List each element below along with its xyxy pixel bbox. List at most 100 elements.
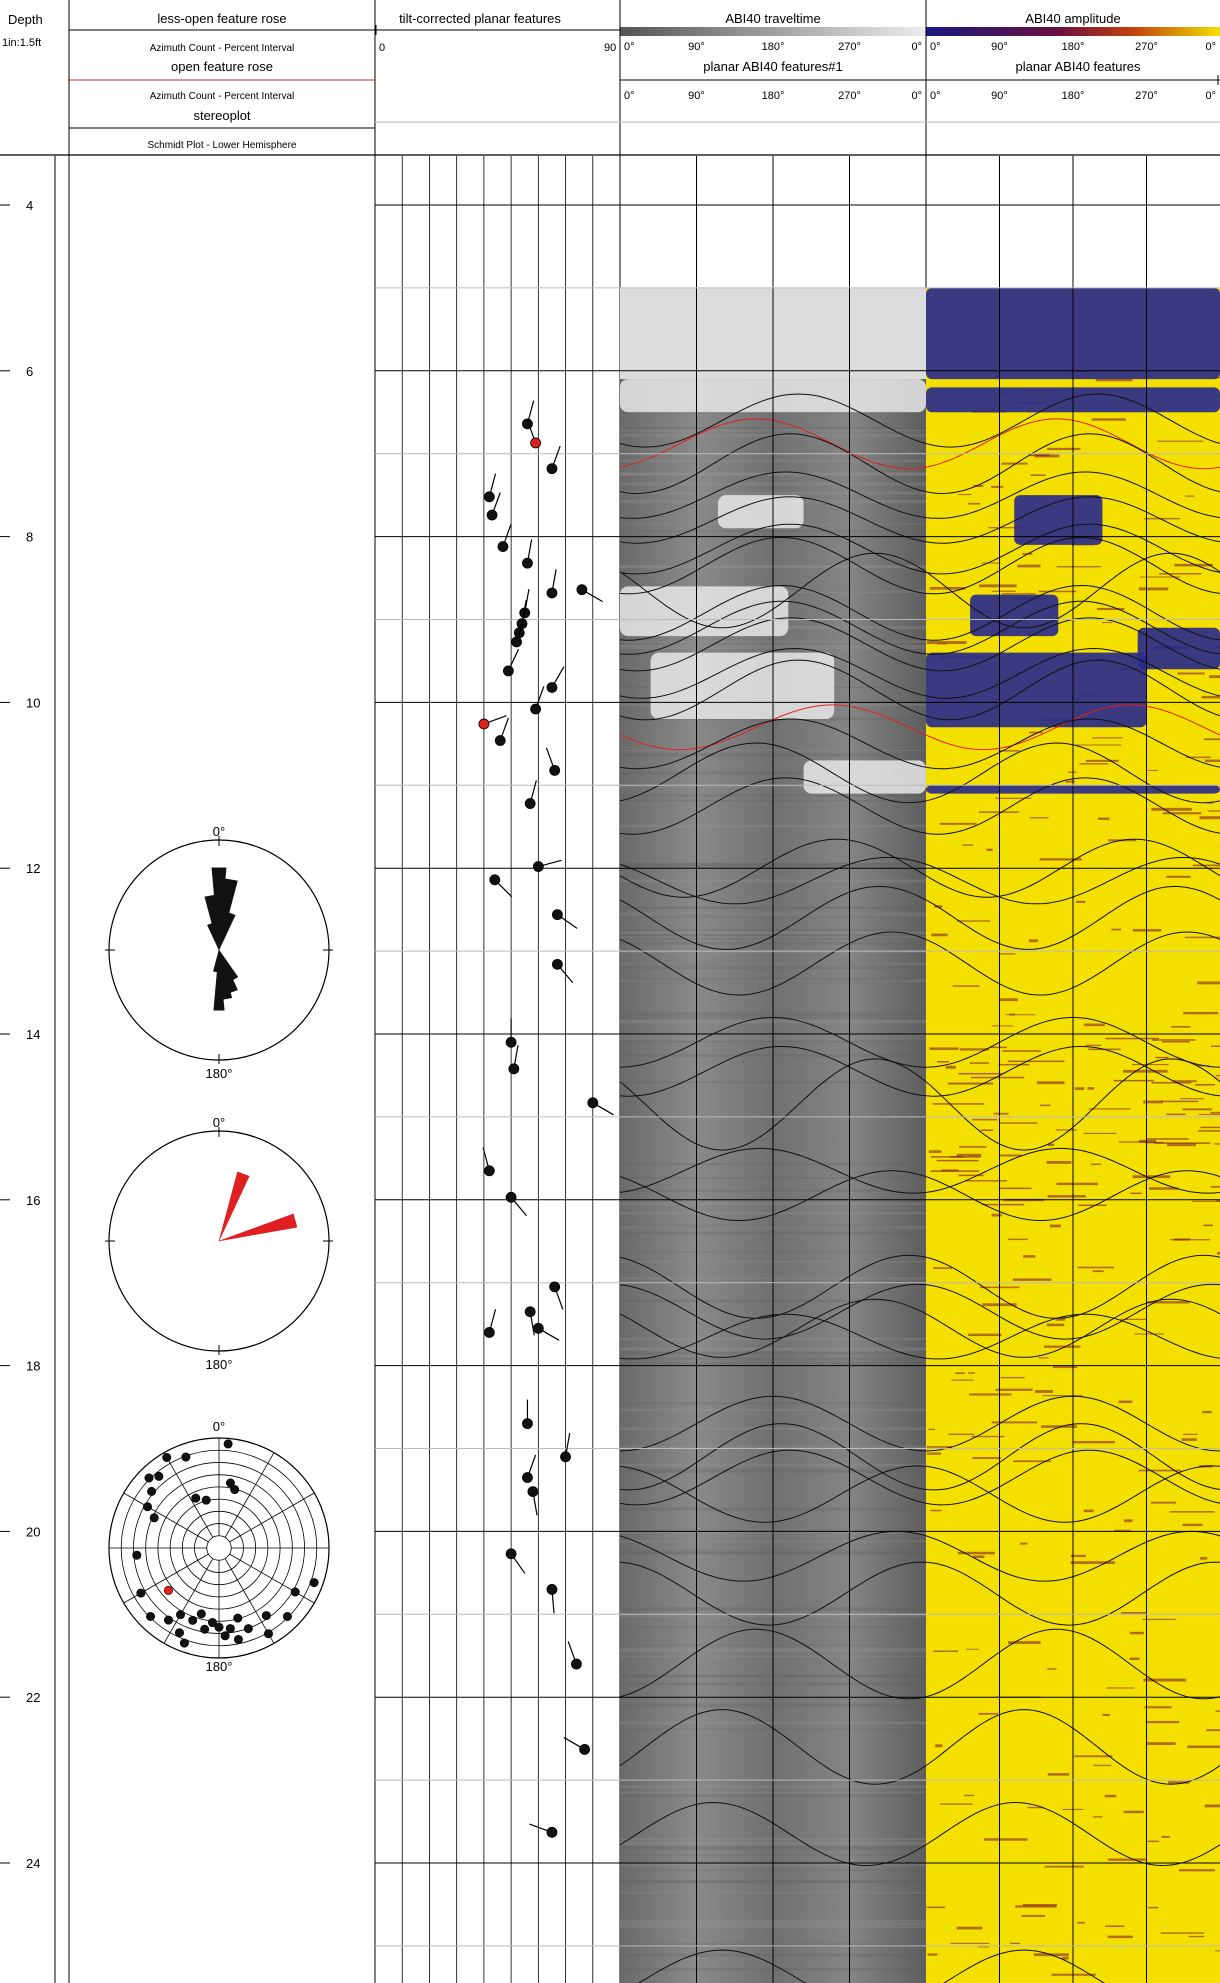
amplitude-streak (933, 1650, 959, 1653)
amplitude-streak (998, 750, 1020, 752)
amplitude-streak (990, 1046, 1007, 1049)
amplitude-streak (1166, 1113, 1186, 1116)
amplitude-streak (1106, 1687, 1135, 1689)
stereonet-pole (154, 1471, 164, 1481)
amplitude-streak (1083, 1132, 1117, 1135)
amplitude-streak (1123, 1069, 1168, 1073)
amplitude-streak (1168, 1781, 1190, 1784)
amplitude-streak (1121, 1612, 1148, 1615)
amplitude-streak (1206, 1729, 1220, 1732)
amplitude-streak (978, 1946, 990, 1948)
amplitude-streak (1077, 1266, 1115, 1269)
amplitude-streak (991, 590, 1016, 592)
amplitude-streak (1182, 1523, 1203, 1527)
amplitude-streak (995, 1388, 1033, 1391)
amplitude-streak (1038, 1357, 1049, 1359)
amplitude-streak (1215, 1074, 1220, 1077)
amplitude-streak (1162, 1040, 1190, 1043)
amplitude-streak (937, 1061, 949, 1063)
amplitude-streak (1083, 1509, 1094, 1513)
azimuth-tick-label-bottom: 90° (688, 90, 705, 102)
amplitude-streak (1093, 1816, 1103, 1818)
amplitude-streak (1056, 566, 1101, 568)
amplitude-streak (958, 494, 972, 496)
tadpole-head (497, 541, 509, 552)
stereonet-pole (233, 1634, 243, 1644)
traveltime-title: ABI40 traveltime (725, 11, 820, 26)
amplitude-streak (950, 1942, 990, 1944)
amplitude-streak (1143, 1100, 1163, 1104)
amplitude-streak (1182, 1108, 1212, 1111)
amplitude-streak (930, 1170, 980, 1172)
tadpole-head (478, 718, 490, 730)
amplitude-streak (1144, 1706, 1172, 1709)
amplitude-streak (948, 1082, 994, 1085)
amplitude-streak (1203, 1224, 1213, 1227)
tadpole-head (546, 463, 558, 475)
amplitude-streak (1144, 517, 1181, 520)
tadpole-head (505, 1036, 517, 1048)
amplitude-streak (1166, 875, 1191, 878)
amplitude-streak (968, 1333, 1002, 1337)
image-azimuth-grid (696, 156, 1147, 1983)
amplitude-streak (929, 1047, 959, 1051)
amplitude-streak (1046, 1160, 1072, 1164)
amplitude-streak (1085, 1044, 1102, 1046)
amplitude-streak (1179, 1098, 1204, 1100)
stereo-south-label: 180° (206, 1659, 233, 1674)
azimuth-tick-label-bottom: 0° (911, 90, 922, 102)
stereo-subtitle: Schmidt Plot - Lower Hemisphere (148, 140, 297, 151)
amplitude-streak (1160, 1932, 1205, 1934)
amplitude-streak (1047, 1668, 1057, 1670)
amplitude-streak (986, 848, 993, 851)
amplitude-streak (1077, 1921, 1085, 1924)
stereonet-spoke (123, 1492, 209, 1543)
depth-tick-label: 10 (26, 695, 40, 710)
amplitude-streak (1144, 1141, 1164, 1144)
depth-tick-label: 6 (26, 364, 33, 379)
amplitude-streak (935, 1744, 943, 1748)
amplitude-streak (1107, 1935, 1133, 1939)
stereonet-pole (179, 1638, 189, 1648)
stereonet-spoke (163, 1452, 214, 1538)
amplitude-streak (980, 1129, 994, 1131)
amplitude-streak (952, 985, 980, 987)
amplitude-streak (1129, 1657, 1140, 1661)
amplitude-streak (1093, 1764, 1112, 1767)
amplitude-streak (1192, 1200, 1220, 1202)
amplitude-streak (1202, 1410, 1212, 1414)
amplitude-streak (1005, 1014, 1036, 1016)
amplitude-streak (1151, 1082, 1192, 1084)
stereonet-pole (144, 1473, 154, 1483)
tadpole-head (522, 557, 533, 569)
amplitude-streak (1034, 1390, 1053, 1393)
stereonet-pole (163, 1585, 173, 1595)
amplitude-streak (1145, 1721, 1180, 1724)
amplitude-streak (968, 502, 981, 505)
amplitude-streak (1040, 1104, 1051, 1107)
amplitude-streak (1151, 807, 1192, 811)
stereonet-pole (233, 1613, 243, 1623)
azimuth-ticks-top: 0° 90° 180° 270° 0° 0° 90° 180° 270° 0° (624, 41, 1216, 53)
amplitude-streak (1199, 816, 1220, 820)
amplitude-streak (1047, 1195, 1086, 1198)
azimuth-tick-label-bottom: 180° (762, 90, 785, 102)
amplitude-streak (958, 1174, 984, 1177)
amplitude-streak (1182, 1433, 1198, 1436)
amplitude-streak (933, 1267, 953, 1269)
stereonet-ring (206, 1535, 232, 1561)
tadpole-head (546, 1584, 558, 1595)
amplitude-streak (1056, 1182, 1098, 1186)
azimuth-tick-label-top: 0° (624, 41, 635, 53)
rose2-north-label: 0° (213, 1115, 225, 1130)
rose-less-open: 0° 180° (105, 824, 333, 1081)
amplitude-streak (1138, 1469, 1182, 1472)
amplitude-streak (945, 1065, 956, 1069)
azimuth-tick-label-bottom: 0° (930, 90, 941, 102)
amplitude-streak (1181, 1438, 1197, 1441)
amplitude-streak (1047, 1773, 1070, 1776)
amplitude-streak (955, 1372, 965, 1375)
amplitude-streak (926, 1452, 942, 1455)
tadpole-head (546, 587, 558, 599)
amplitude-streak (1199, 1556, 1208, 1560)
